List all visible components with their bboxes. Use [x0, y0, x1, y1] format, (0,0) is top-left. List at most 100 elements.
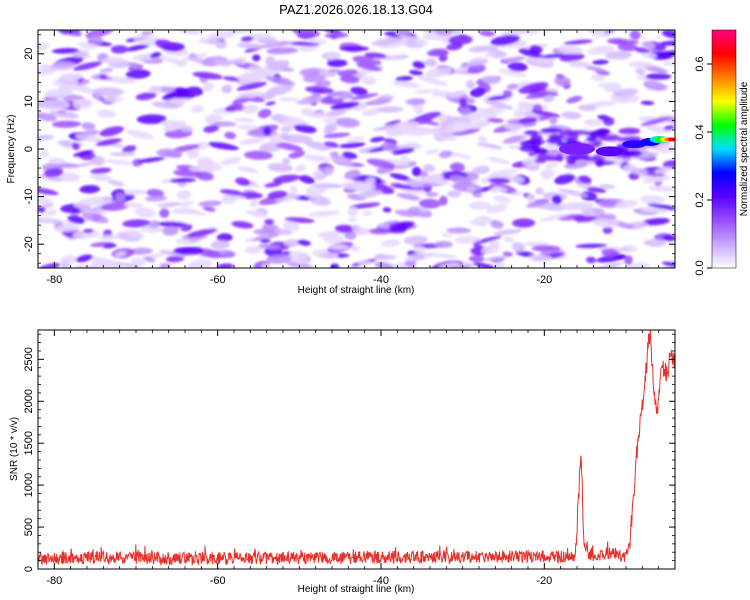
heatmap-cell	[447, 90, 468, 99]
heatmap-cell	[325, 123, 338, 132]
heatmap-cell	[236, 81, 267, 91]
heatmap-cell	[590, 74, 605, 81]
heatmap-cell	[38, 99, 67, 110]
heatmap-cell	[502, 90, 513, 98]
heatmap-cell	[195, 171, 214, 181]
heatmap-cell	[315, 80, 331, 88]
heatmap-cell	[432, 88, 441, 97]
snr-y-ticks: 0 500 1000 1500 2000 2500	[23, 333, 675, 572]
heatmap-cell	[161, 119, 182, 129]
heatmap-cell	[356, 189, 383, 199]
heatmap-cell	[219, 189, 244, 196]
heatmap-cell	[438, 54, 448, 62]
heatmap-cell	[257, 38, 280, 45]
heatmap-cell	[224, 131, 237, 140]
heatmap-cell	[95, 70, 113, 76]
heatmap-cell	[231, 221, 254, 229]
heatmap-cell	[662, 61, 675, 66]
heatmap-cell	[502, 56, 526, 63]
heatmap-cell	[581, 207, 605, 216]
heatmap-cell	[344, 231, 357, 240]
heatmap-cell	[57, 109, 66, 114]
heatmap-cell	[38, 43, 50, 51]
heatmap-cell	[640, 117, 670, 127]
heatmap-cell	[261, 41, 291, 48]
heatmap-cell	[468, 201, 491, 211]
heatmap-cell	[232, 97, 251, 104]
heatmap-cell	[405, 141, 422, 150]
heatmap-cell	[257, 108, 272, 119]
heatmap-cell	[79, 204, 89, 213]
x-tick-label: -40	[373, 575, 389, 587]
heatmap-cell	[530, 134, 543, 142]
heatmap-cell	[217, 263, 234, 268]
heatmap-cell	[487, 118, 504, 123]
heatmap-cell	[143, 256, 156, 263]
heatmap-cell	[490, 169, 519, 176]
heatmap-cell	[267, 190, 288, 200]
heatmap-cell	[357, 260, 373, 266]
heatmap-cell	[245, 209, 268, 218]
heatmap-cell	[349, 246, 361, 252]
heatmap-cell	[74, 161, 97, 168]
heatmap-cell	[295, 98, 324, 105]
heatmap-cell	[601, 248, 619, 257]
heatmap-cell	[38, 206, 46, 213]
heatmap-cell	[628, 61, 653, 68]
heatmap-cell	[330, 101, 360, 110]
heatmap-cell	[284, 239, 301, 248]
y-tick-label: 500	[23, 518, 35, 536]
heatmap-cell	[125, 43, 150, 52]
heatmap-cell	[54, 225, 81, 232]
heatmap-cell	[465, 79, 475, 89]
heatmap-cell	[411, 166, 422, 177]
heatmap-cell	[216, 233, 233, 242]
heatmap-cell	[580, 191, 598, 201]
x-tick-label: -80	[46, 575, 62, 587]
heatmap-cell	[454, 236, 481, 244]
heatmap-cell	[612, 88, 639, 97]
heatmap-cell	[99, 74, 108, 79]
heatmap-cell	[198, 200, 222, 207]
heatmap-cell	[468, 45, 499, 53]
heatmap-cell	[618, 127, 641, 135]
heatmap-cell	[124, 202, 144, 208]
heatmap-cell	[519, 145, 539, 152]
heatmap-cell	[624, 255, 633, 265]
heatmap-cell	[269, 134, 283, 145]
heatmap-cell	[114, 251, 127, 257]
heatmap-cell	[640, 41, 656, 49]
heatmap-cell	[194, 57, 204, 64]
heatmap-cell	[197, 156, 213, 167]
heatmap-cell	[648, 185, 675, 192]
heatmap-cell	[635, 47, 650, 54]
heatmap-cell	[282, 220, 300, 232]
heatmap-cell	[642, 217, 670, 226]
y-tick-label: 0	[23, 566, 35, 572]
heatmap-cell	[156, 221, 188, 228]
heatmap-cell	[602, 226, 613, 234]
heatmap-cell	[557, 45, 584, 55]
heatmap-cell	[635, 68, 646, 76]
heatmap-cell	[156, 148, 183, 158]
heatmap-cell	[243, 71, 253, 82]
heatmap-cell	[272, 174, 300, 183]
heatmap-cell	[149, 52, 162, 59]
heatmap-cell	[127, 62, 142, 69]
heatmap-cell	[282, 157, 291, 165]
heatmap-cell	[165, 255, 185, 263]
heatmap-cell	[146, 189, 165, 197]
colorbar-ticks: 0.0 0.2 0.4 0.6	[694, 56, 712, 276]
heatmap-cell	[179, 200, 194, 207]
snr-series-line	[38, 330, 675, 567]
heatmap-cell	[434, 30, 454, 36]
heatmap-cell	[131, 257, 146, 267]
heatmap-cell	[38, 64, 53, 74]
heatmap-cell	[511, 242, 525, 252]
heatmap-cell	[334, 224, 355, 233]
heatmap-cell	[487, 95, 509, 101]
heatmap-cell	[38, 197, 53, 205]
heatmap-cell	[342, 151, 358, 159]
heatmap-cell	[493, 229, 522, 236]
heatmap-cell	[145, 195, 167, 202]
